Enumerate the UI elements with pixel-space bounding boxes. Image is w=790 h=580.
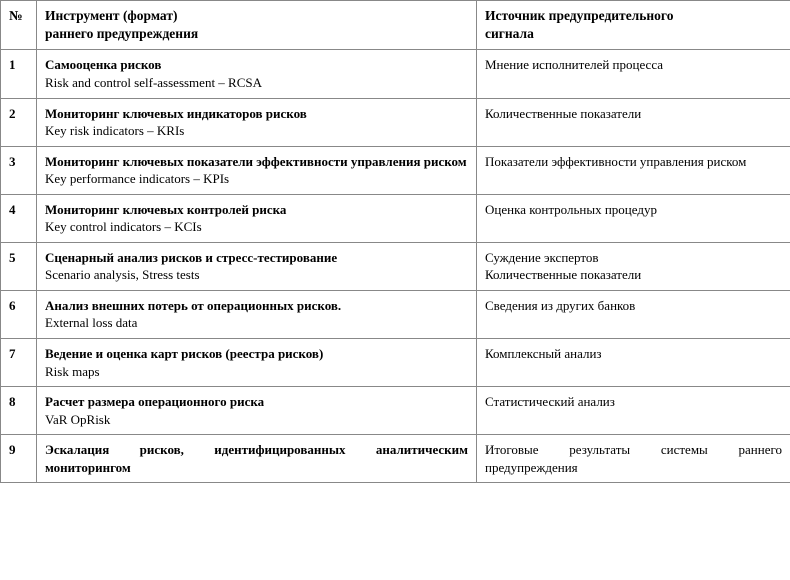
row-source: Показатели эффективности управления риск… [477, 146, 790, 194]
row-source: Сведения из других банков [477, 290, 790, 338]
row-num: 5 [1, 242, 37, 290]
header-source-line2: сигнала [485, 26, 534, 41]
source-line: Мнение исполнителей процесса [485, 57, 663, 72]
table-header-row: № Инструмент (формат) раннего предупрежд… [1, 1, 790, 50]
row-instrument: Ведение и оценка карт рисков (реестра ри… [37, 339, 477, 387]
row-source: Мнение исполнителей процесса [477, 50, 790, 98]
row-source: Комплексный анализ [477, 339, 790, 387]
row-num: 7 [1, 339, 37, 387]
row-num: 8 [1, 387, 37, 435]
instrument-en: Risk maps [45, 363, 468, 381]
row-num: 3 [1, 146, 37, 194]
header-instrument-line2: раннего предупреждения [45, 26, 198, 41]
row-num: 6 [1, 290, 37, 338]
instrument-ru: Ведение и оценка карт рисков (реестра ри… [45, 345, 468, 363]
header-source-line1: Источник предупредительного [485, 8, 673, 23]
instrument-en: Key risk indicators – KRIs [45, 122, 468, 140]
table-body: 1Самооценка рисковRisk and control self-… [1, 50, 790, 483]
row-instrument: Мониторинг ключевых индикаторов рисковKe… [37, 98, 477, 146]
instrument-en: Key control indicators – KCIs [45, 218, 468, 236]
table-row: 8Расчет размера операционного рискаVaR O… [1, 387, 790, 435]
row-num: 9 [1, 435, 37, 483]
table-row: 6 Анализ внешних потерь от операционных р… [1, 290, 790, 338]
source-line: Итоговые результаты системы раннего пред… [485, 442, 782, 475]
instrument-en: Risk and control self-assessment – RCSA [45, 74, 468, 92]
instrument-en: Key performance indicators – KPIs [45, 170, 468, 188]
row-instrument: Расчет размера операционного рискаVaR Op… [37, 387, 477, 435]
source-line: Статистический анализ [485, 394, 615, 409]
instrument-ru: Самооценка рисков [45, 56, 468, 74]
row-instrument: Мониторинг ключевых контролей рискаKey c… [37, 194, 477, 242]
row-source: Количественные показатели [477, 98, 790, 146]
row-instrument: Самооценка рисковRisk and control self-a… [37, 50, 477, 98]
table-row: 3 Мониторинг ключевых показатели эффектив… [1, 146, 790, 194]
source-line: Сведения из других банков [485, 298, 635, 313]
instrument-ru: Мониторинг ключевых контролей риска [45, 201, 468, 219]
row-source: Итоговые результаты системы раннего пред… [477, 435, 790, 483]
table-row: 5 Сценарный анализ рисков и стресс-тестир… [1, 242, 790, 290]
table-row: 7 Ведение и оценка карт рисков (реестра р… [1, 339, 790, 387]
source-line: Количественные показатели [485, 106, 641, 121]
instrument-ru: Сценарный анализ рисков и стресс-тестиро… [45, 249, 468, 267]
row-instrument: Анализ внешних потерь от операционных ри… [37, 290, 477, 338]
row-instrument: Сценарный анализ рисков и стресс-тестиро… [37, 242, 477, 290]
row-num: 1 [1, 50, 37, 98]
header-source: Источник предупредительного сигнала [477, 1, 790, 50]
table-row: 9Эскалация рисков, идентифицированных ан… [1, 435, 790, 483]
row-num: 4 [1, 194, 37, 242]
row-instrument: Мониторинг ключевых показатели эффективн… [37, 146, 477, 194]
source-line: Количественные показатели [485, 267, 641, 282]
instrument-ru: Мониторинг ключевых индикаторов рисков [45, 105, 468, 123]
instrument-en: VaR OpRisk [45, 411, 468, 429]
row-num: 2 [1, 98, 37, 146]
table-row: 1Самооценка рисковRisk and control self-… [1, 50, 790, 98]
source-line: Оценка контрольных процедур [485, 202, 657, 217]
instrument-ru: Анализ внешних потерь от операционных ри… [45, 297, 468, 315]
table-row: 4Мониторинг ключевых контролей рискаKey … [1, 194, 790, 242]
row-source: Статистический анализ [477, 387, 790, 435]
instrument-ru: Мониторинг ключевых показатели эффективн… [45, 153, 468, 171]
source-line: Комплексный анализ [485, 346, 602, 361]
header-instrument: Инструмент (формат) раннего предупрежден… [37, 1, 477, 50]
table-row: 2Мониторинг ключевых индикаторов рисковK… [1, 98, 790, 146]
header-num-text: № [9, 8, 23, 23]
source-line: Показатели эффективности управления риск… [485, 154, 746, 169]
row-source: Оценка контрольных процедур [477, 194, 790, 242]
instrument-en: Scenario analysis, Stress tests [45, 266, 468, 284]
table-header: № Инструмент (формат) раннего предупрежд… [1, 1, 790, 50]
row-source: Суждение экспертов Количественные показат… [477, 242, 790, 290]
risk-tools-table: № Инструмент (формат) раннего предупрежд… [0, 0, 790, 483]
header-instrument-line1: Инструмент (формат) [45, 8, 177, 23]
source-line: Суждение экспертов [485, 250, 599, 265]
header-num: № [1, 1, 37, 50]
instrument-en: External loss data [45, 314, 468, 332]
instrument-ru: Расчет размера операционного риска [45, 393, 468, 411]
row-instrument: Эскалация рисков, идентифицированных ана… [37, 435, 477, 483]
instrument-ru: Эскалация рисков, идентифицированных ана… [45, 441, 468, 476]
